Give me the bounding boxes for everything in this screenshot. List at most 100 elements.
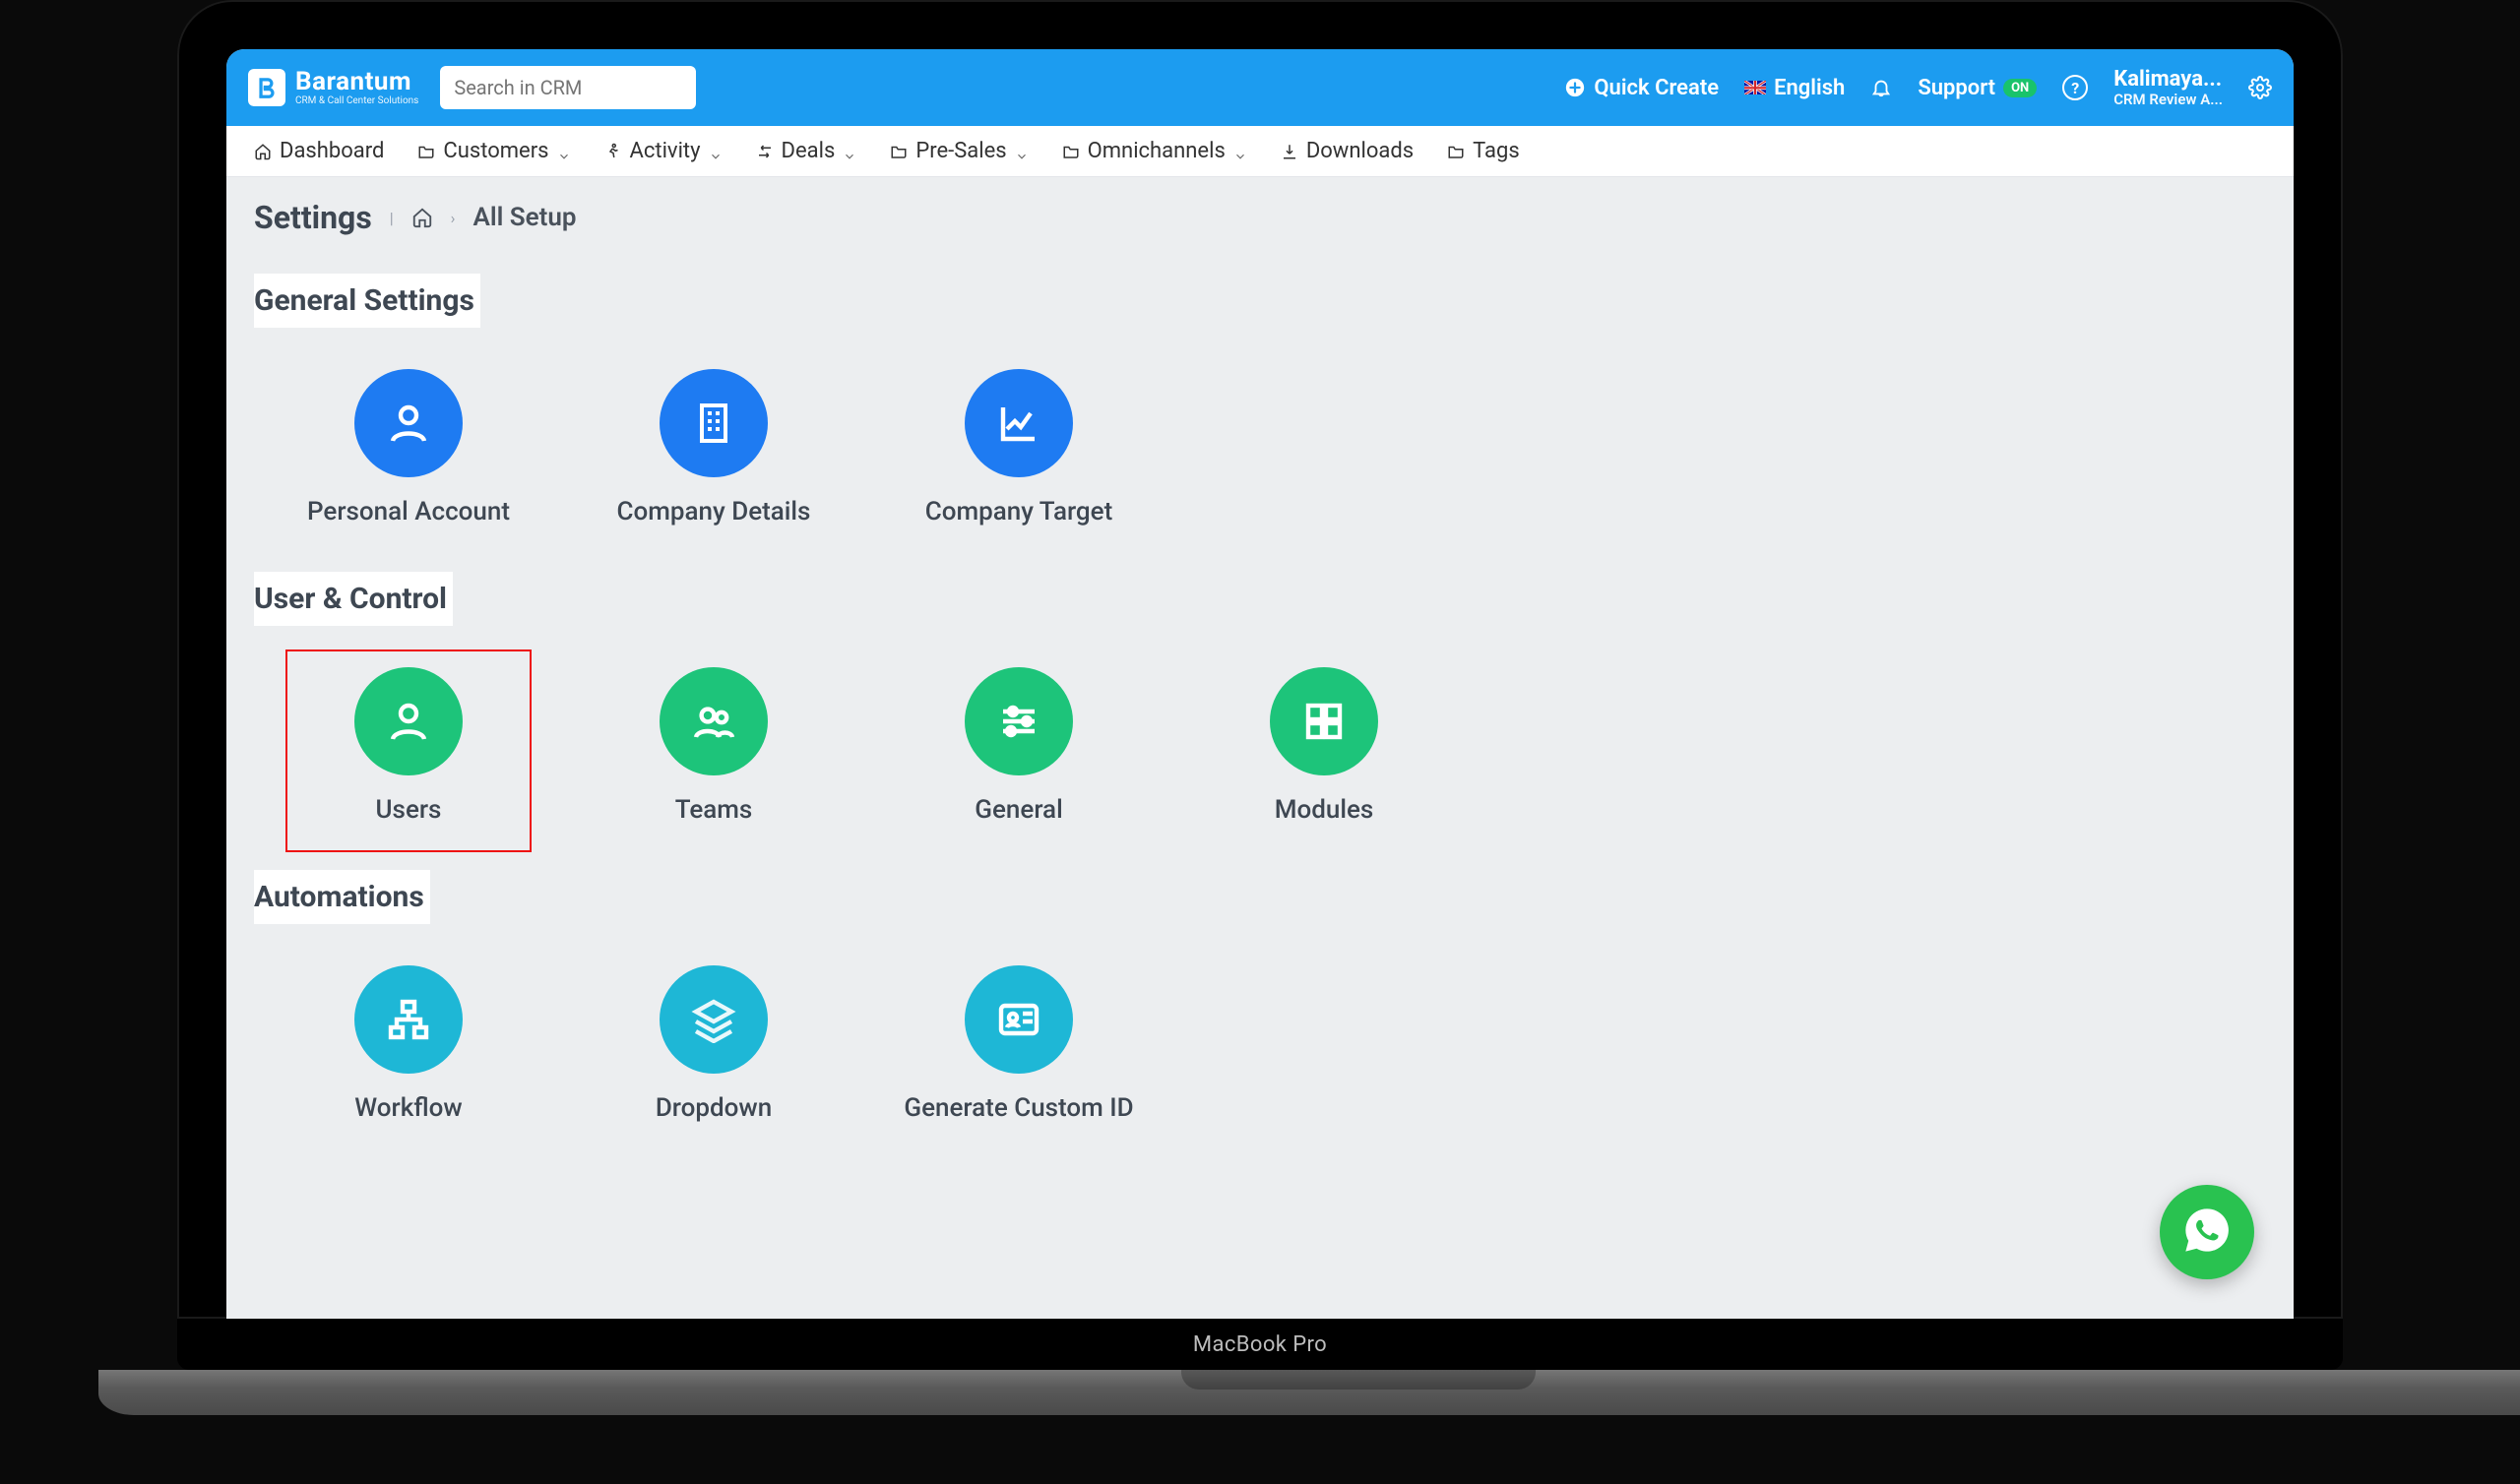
layers-icon (660, 965, 768, 1074)
page-title: Settings (254, 199, 372, 236)
building-icon (660, 369, 768, 477)
section-user-control-title: User & Control (254, 572, 453, 626)
user-menu[interactable]: Kalimaya... CRM Review A... (2113, 68, 2223, 108)
nav-activity-label: Activity (630, 139, 701, 163)
support-status-badge: ON (2003, 79, 2037, 97)
tile-workflow[interactable]: Workflow (285, 948, 532, 1150)
folder-icon (1447, 143, 1465, 160)
chevron-right-icon: › (451, 209, 456, 227)
swap-icon (756, 143, 774, 160)
main-nav: Dashboard Customers Activity Deal (226, 126, 2294, 177)
flag-uk-icon (1744, 77, 1766, 98)
nav-omnichannels[interactable]: Omnichannels (1062, 139, 1247, 163)
folder-icon (1062, 143, 1080, 160)
whatsapp-icon (2181, 1205, 2233, 1260)
laptop-base (98, 1370, 2520, 1415)
support-label: Support (1918, 76, 1995, 100)
brand-tagline: CRM & Call Center Solutions (295, 96, 418, 106)
user-name: Kalimaya... (2113, 68, 2222, 92)
nav-presales-label: Pre-Sales (915, 139, 1006, 163)
plus-circle-icon (1564, 77, 1586, 98)
team-icon (660, 667, 768, 775)
nav-omnichannels-label: Omnichannels (1088, 139, 1226, 163)
nav-dashboard[interactable]: Dashboard (254, 139, 384, 163)
chevron-down-icon (709, 145, 723, 158)
home-icon (254, 143, 272, 160)
search-input[interactable] (454, 76, 682, 99)
tile-modules[interactable]: Modules (1201, 649, 1447, 852)
tile-label: Company Details (617, 497, 811, 526)
whatsapp-fab[interactable] (2160, 1185, 2254, 1279)
breadcrumb-divider: | (390, 209, 394, 227)
help-icon[interactable]: ? (2062, 75, 2088, 100)
tile-users[interactable]: Users (285, 649, 532, 852)
nav-tags[interactable]: Tags (1447, 139, 1520, 163)
section-automations-title: Automations (254, 870, 430, 924)
chevron-down-icon (843, 145, 856, 158)
breadcrumb-current: All Setup (472, 203, 576, 232)
nav-deals[interactable]: Deals (756, 139, 857, 163)
tile-label: Users (376, 795, 442, 825)
tile-company-details[interactable]: Company Details (591, 351, 837, 554)
nav-activity[interactable]: Activity (604, 139, 723, 163)
nav-downloads[interactable]: Downloads (1281, 139, 1414, 163)
brand-logo-text: Barantum CRM & Call Center Solutions (295, 69, 418, 106)
sliders-icon (965, 667, 1073, 775)
section-general-title: General Settings (254, 274, 480, 328)
tile-generate-custom-id[interactable]: Generate Custom ID (896, 948, 1142, 1150)
chevron-down-icon (1015, 145, 1029, 158)
brand-logo[interactable]: Barantum CRM & Call Center Solutions (248, 69, 418, 106)
brand-logo-mark (248, 69, 285, 106)
tile-teams[interactable]: Teams (591, 649, 837, 852)
quick-create-label: Quick Create (1594, 76, 1719, 100)
chevron-down-icon (1233, 145, 1247, 158)
nav-presales[interactable]: Pre-Sales (890, 139, 1028, 163)
settings-content: General Settings Personal Account (226, 246, 2294, 1190)
tile-label: Generate Custom ID (904, 1093, 1133, 1123)
section-general-tiles: Personal Account Company Details (254, 351, 2266, 554)
run-icon (604, 143, 622, 160)
user-subtitle: CRM Review A... (2113, 92, 2223, 108)
tile-general[interactable]: General (896, 649, 1142, 852)
folder-icon (417, 143, 435, 160)
section-user-control-tiles: Users Teams General (254, 649, 2266, 852)
nav-deals-label: Deals (782, 139, 836, 163)
brand-name: Barantum (295, 69, 418, 94)
tile-company-target[interactable]: Company Target (896, 351, 1142, 554)
laptop-device-frame: Barantum CRM & Call Center Solutions (98, 0, 2422, 1415)
home-icon[interactable] (411, 207, 433, 228)
tile-label: Personal Account (307, 497, 510, 526)
tile-label: Modules (1275, 795, 1374, 825)
bell-icon[interactable] (1870, 77, 1892, 98)
language-switcher[interactable]: English (1744, 76, 1845, 100)
tile-personal-account[interactable]: Personal Account (285, 351, 532, 554)
quick-create-button[interactable]: Quick Create (1564, 76, 1719, 100)
tile-dropdown[interactable]: Dropdown (591, 948, 837, 1150)
nav-downloads-label: Downloads (1306, 139, 1414, 163)
tile-label: Company Target (925, 497, 1113, 526)
chevron-down-icon (557, 145, 571, 158)
nav-customers-label: Customers (443, 139, 548, 163)
person-icon (354, 369, 463, 477)
laptop-lid: Barantum CRM & Call Center Solutions (177, 0, 2343, 1319)
folder-icon (890, 143, 908, 160)
nav-customers[interactable]: Customers (417, 139, 570, 163)
tile-label: Workflow (354, 1093, 462, 1123)
id-card-icon (965, 965, 1073, 1074)
global-search[interactable] (440, 66, 696, 109)
nav-dashboard-label: Dashboard (280, 139, 384, 163)
laptop-hinge-label: MacBook Pro (177, 1319, 2343, 1370)
nav-tags-label: Tags (1473, 139, 1520, 163)
device-label: MacBook Pro (1193, 1332, 1327, 1357)
app-topbar: Barantum CRM & Call Center Solutions (226, 49, 2294, 126)
breadcrumb: Settings | › All Setup (226, 177, 2294, 246)
app-screen: Barantum CRM & Call Center Solutions (226, 49, 2294, 1319)
tile-label: General (975, 795, 1062, 825)
person-icon (354, 667, 463, 775)
settings-gear-icon[interactable] (2248, 76, 2272, 99)
screen-bezel: Barantum CRM & Call Center Solutions (226, 49, 2294, 1319)
tile-label: Teams (675, 795, 753, 825)
section-automations-tiles: Workflow Dropdown Generate (254, 948, 2266, 1150)
top-actions: Quick Create English Support (1564, 68, 2272, 108)
support-link[interactable]: Support ON (1918, 76, 2037, 100)
